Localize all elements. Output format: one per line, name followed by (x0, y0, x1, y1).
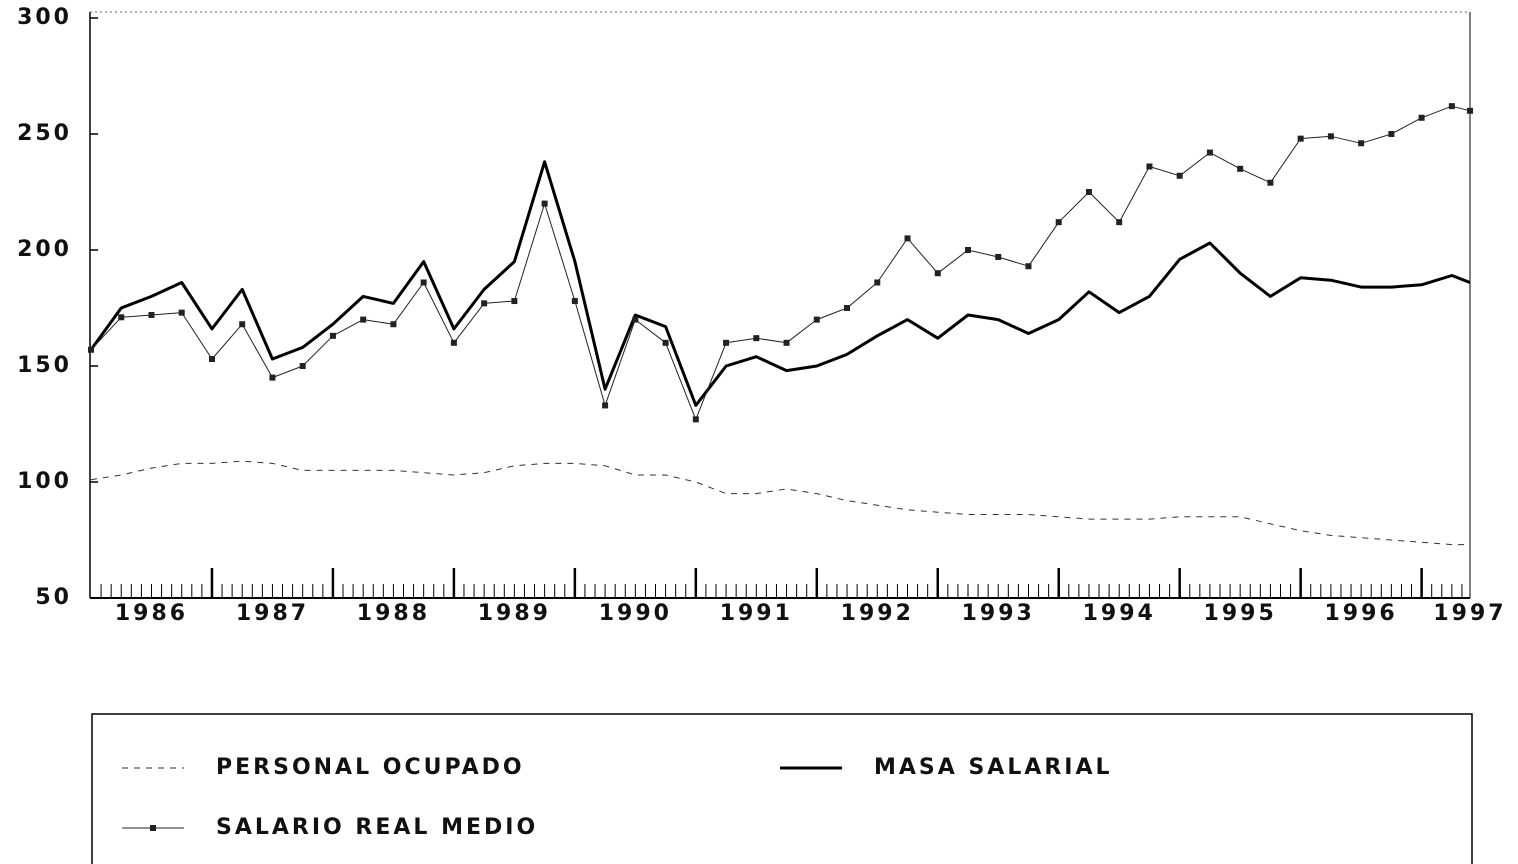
marker (602, 402, 609, 409)
marker (1267, 179, 1274, 186)
marker (329, 332, 336, 339)
marker (481, 300, 488, 307)
marker (1467, 107, 1473, 114)
legend-label: SALARIO REAL MEDIO (216, 815, 538, 840)
marker (874, 279, 881, 286)
marker (934, 270, 941, 277)
marker (632, 316, 639, 323)
x-tick-label: 1987 (236, 601, 309, 626)
series-line (90, 105, 1471, 420)
marker (1025, 263, 1032, 270)
x-tick-label: 1995 (1204, 601, 1277, 626)
marker (511, 298, 518, 305)
x-tick-label: 1988 (357, 601, 430, 626)
legend-label: PERSONAL OCUPADO (216, 755, 525, 780)
marker (239, 321, 246, 328)
marker (1327, 133, 1334, 140)
marker (753, 335, 760, 342)
marker (1388, 131, 1395, 137)
marker (118, 314, 125, 321)
marker (1297, 135, 1304, 142)
marker (1358, 140, 1365, 147)
x-tick-label: 1996 (1325, 601, 1398, 626)
x-tick-label: 1990 (599, 601, 672, 626)
x-tick-label: 1986 (115, 601, 188, 626)
y-tick-label: 250 (17, 121, 72, 146)
series-line (89, 160, 1471, 407)
marker (1418, 114, 1425, 121)
marker (269, 374, 276, 381)
marker (1146, 163, 1153, 170)
marker (1085, 189, 1092, 195)
marker (450, 339, 457, 346)
marker (208, 356, 215, 363)
marker (148, 311, 155, 318)
marker (844, 305, 851, 311)
marker (1176, 172, 1183, 179)
y-tick-label: 100 (17, 469, 72, 494)
marker (692, 416, 699, 423)
marker (88, 346, 94, 353)
marker (541, 200, 548, 207)
marker (723, 339, 730, 346)
marker (1237, 165, 1244, 172)
x-tick-label: 1994 (1083, 601, 1156, 626)
y-tick-label: 50 (35, 585, 72, 610)
marker (571, 298, 578, 305)
x-tick-label: 1989 (478, 601, 551, 626)
marker (360, 316, 367, 323)
x-tick-label: 1992 (841, 601, 914, 626)
series-line (90, 460, 1470, 546)
marker (1055, 219, 1062, 226)
marker (964, 247, 971, 253)
marker (783, 339, 790, 346)
legend-box (91, 713, 1473, 864)
marker (904, 235, 911, 242)
marker (1448, 103, 1455, 110)
y-tick-label: 200 (17, 237, 72, 262)
y-tick-label: 150 (17, 353, 72, 378)
x-tick-label: 1991 (720, 601, 793, 626)
legend-label: MASA SALARIAL (874, 755, 1113, 780)
marker (1116, 219, 1123, 226)
marker (178, 309, 185, 316)
x-tick-label: 1993 (962, 601, 1035, 626)
y-tick-label: 300 (17, 5, 72, 30)
legend-marker (150, 825, 156, 831)
marker (390, 321, 397, 328)
marker (995, 253, 1002, 260)
x-tick-label: 1997 (1433, 601, 1506, 626)
marker (420, 279, 427, 286)
marker (299, 363, 306, 369)
marker (1206, 149, 1213, 156)
marker (813, 316, 820, 323)
marker (662, 339, 669, 346)
